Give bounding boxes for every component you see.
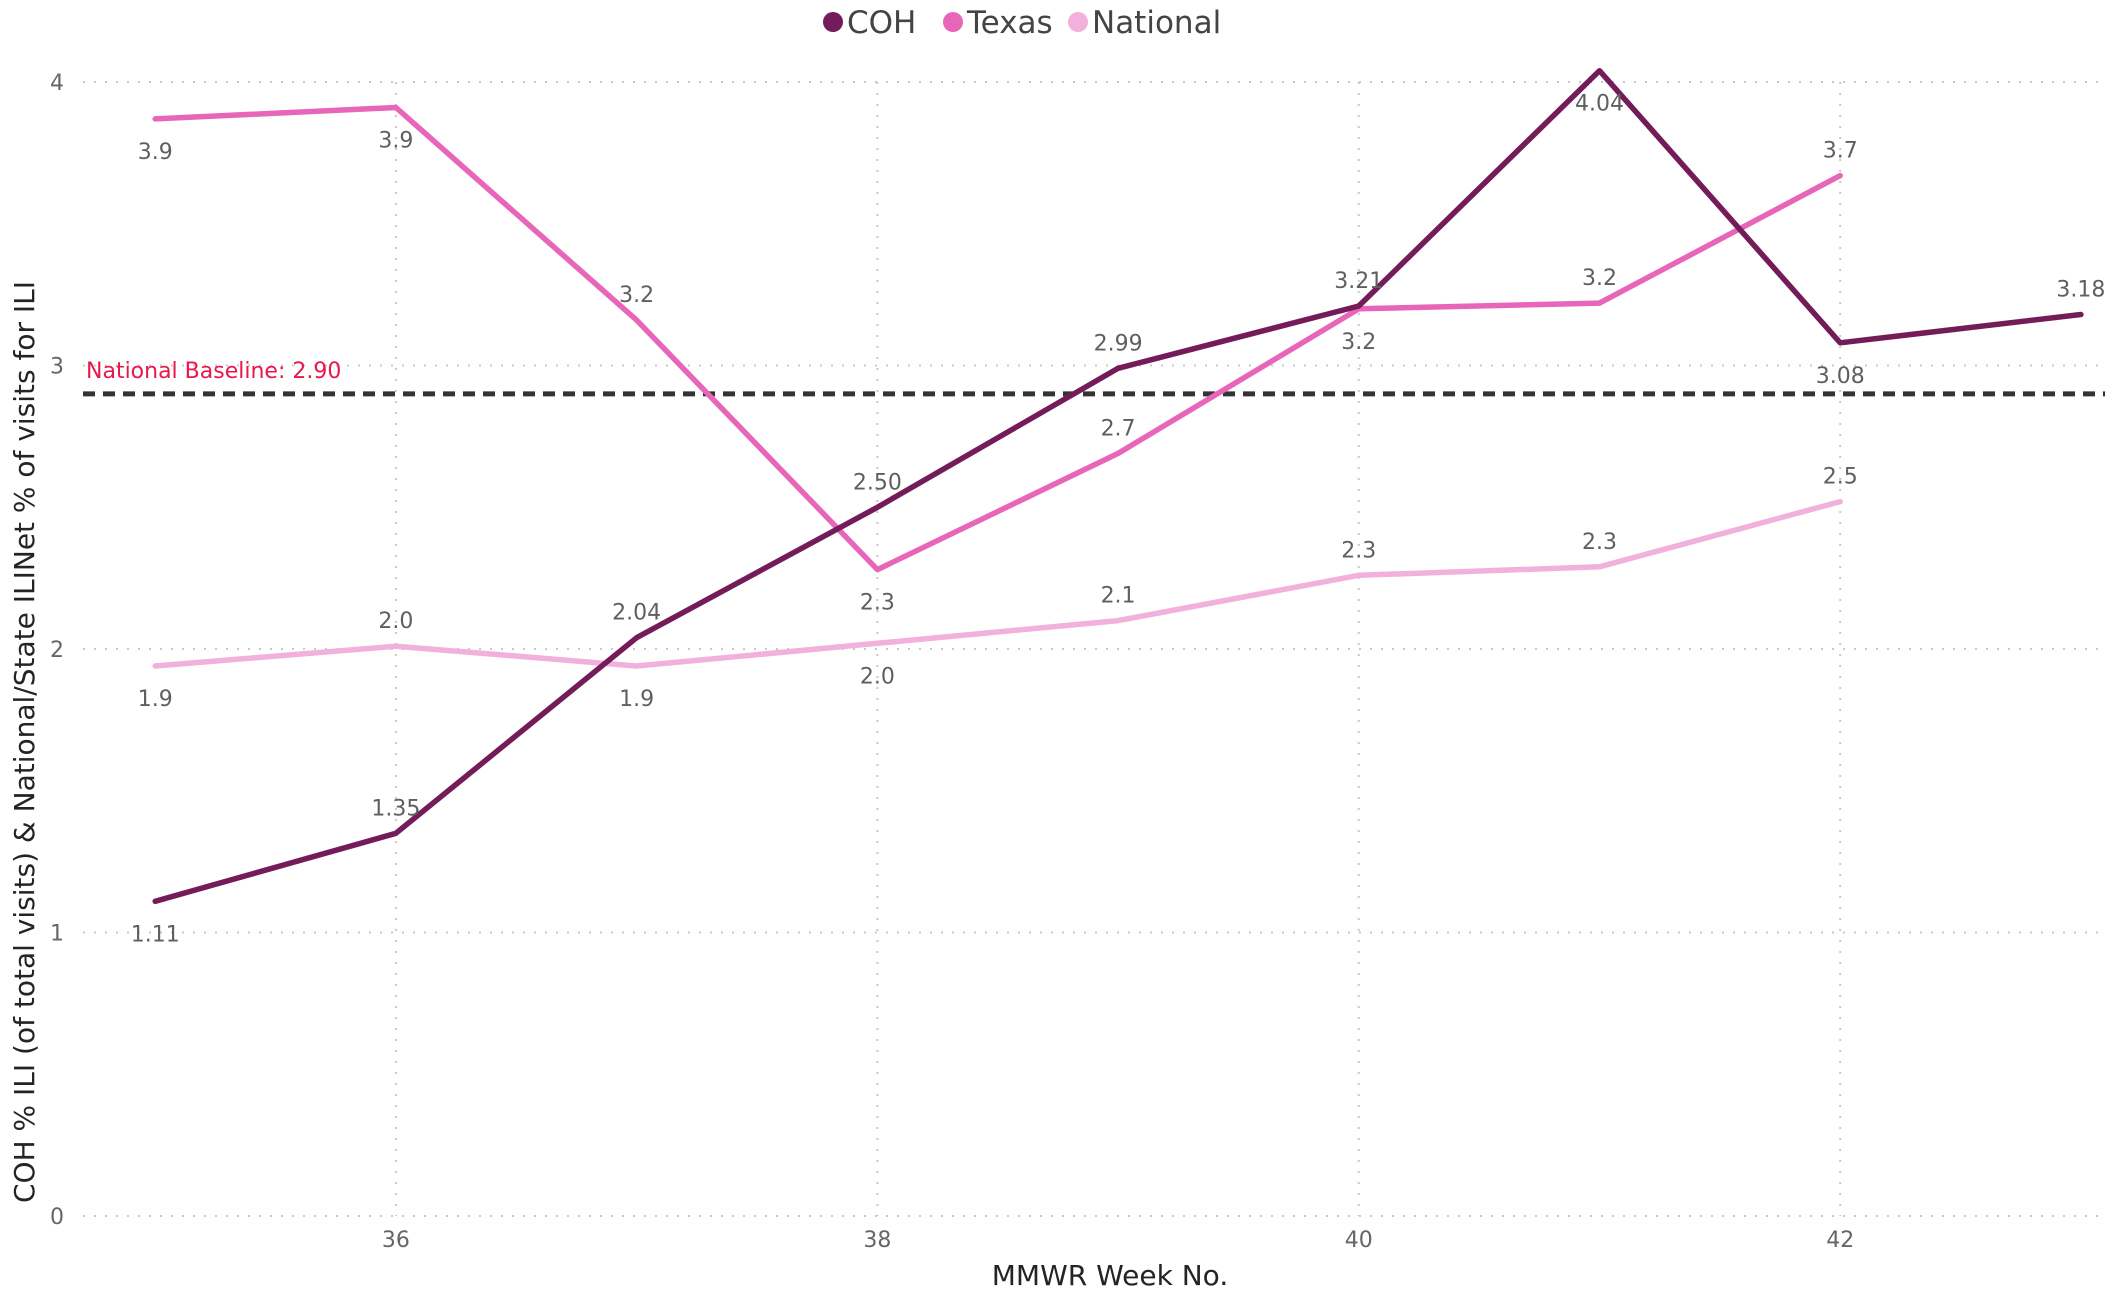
legend: COH Texas National	[823, 5, 1221, 41]
data-label-texas: 3.9	[138, 140, 173, 165]
data-label-coh: 1.11	[131, 922, 180, 947]
data-label-coh: 2.99	[1094, 331, 1143, 356]
data-label-coh: 3.21	[1334, 269, 1383, 294]
data-label-national: 2.5	[1823, 465, 1858, 490]
data-labels: 1.11 1.35 2.04 2.50 2.99 3.21 4.04 3.08 3.18 3.9 3…	[131, 92, 2106, 948]
y-axis-title: COH % ILI (of total visits) & National/S…	[8, 281, 41, 1203]
series-line-coh	[152, 67, 2084, 905]
y-tick-label: 3	[50, 355, 64, 380]
x-tick-label: 42	[1826, 1228, 1854, 1253]
data-label-national: 2.1	[1101, 584, 1136, 609]
reference-line-group: National Baseline: 2.90	[83, 359, 2105, 397]
data-label-national: 2.3	[1582, 530, 1617, 555]
data-label-texas: 3.9	[378, 129, 413, 154]
legend-marker-national	[1068, 12, 1088, 32]
y-axis-ticks: 0 1 2 3 4	[50, 71, 64, 1230]
data-label-texas: 3.2	[1341, 330, 1376, 355]
x-tick-label: 40	[1345, 1228, 1373, 1253]
data-label-national: 2.0	[378, 609, 413, 634]
national-baseline-label: National Baseline: 2.90	[86, 359, 341, 384]
data-label-coh: 3.18	[2056, 277, 2105, 302]
data-label-national: 2.3	[1341, 538, 1376, 563]
data-label-coh: 1.35	[371, 796, 420, 821]
y-tick-label: 4	[50, 71, 64, 96]
gridlines	[83, 81, 2105, 1217]
data-label-coh: 4.04	[1575, 92, 1624, 117]
data-label-texas: 2.3	[860, 591, 895, 616]
legend-label-coh: COH	[847, 5, 916, 41]
data-label-coh: 2.04	[612, 601, 661, 626]
legend-marker-texas	[943, 12, 963, 32]
x-axis-ticks: 36 38 40 42	[382, 1228, 1854, 1253]
data-label-coh: 2.50	[853, 470, 902, 495]
data-label-texas: 2.7	[1101, 416, 1136, 441]
data-label-national: 1.9	[619, 687, 654, 712]
data-label-national: 2.0	[860, 664, 895, 689]
data-label-texas: 3.2	[619, 283, 654, 308]
y-tick-label: 2	[50, 638, 64, 663]
y-tick-label: 0	[50, 1205, 64, 1230]
series-line-texas	[152, 104, 1843, 573]
y-tick-label: 1	[50, 922, 64, 947]
series-line-national	[152, 498, 1843, 669]
legend-label-national: National	[1092, 5, 1221, 41]
x-tick-label: 36	[382, 1228, 410, 1253]
data-label-texas: 3.7	[1823, 139, 1858, 164]
data-label-national: 1.9	[138, 687, 173, 712]
x-axis-title: MMWR Week No.	[992, 1259, 1228, 1292]
legend-marker-coh	[823, 12, 843, 32]
legend-label-texas: Texas	[966, 5, 1053, 41]
x-tick-label: 38	[863, 1228, 891, 1253]
data-label-coh: 3.08	[1816, 364, 1865, 389]
series-lines	[152, 67, 2084, 905]
data-label-texas: 3.2	[1582, 266, 1617, 291]
